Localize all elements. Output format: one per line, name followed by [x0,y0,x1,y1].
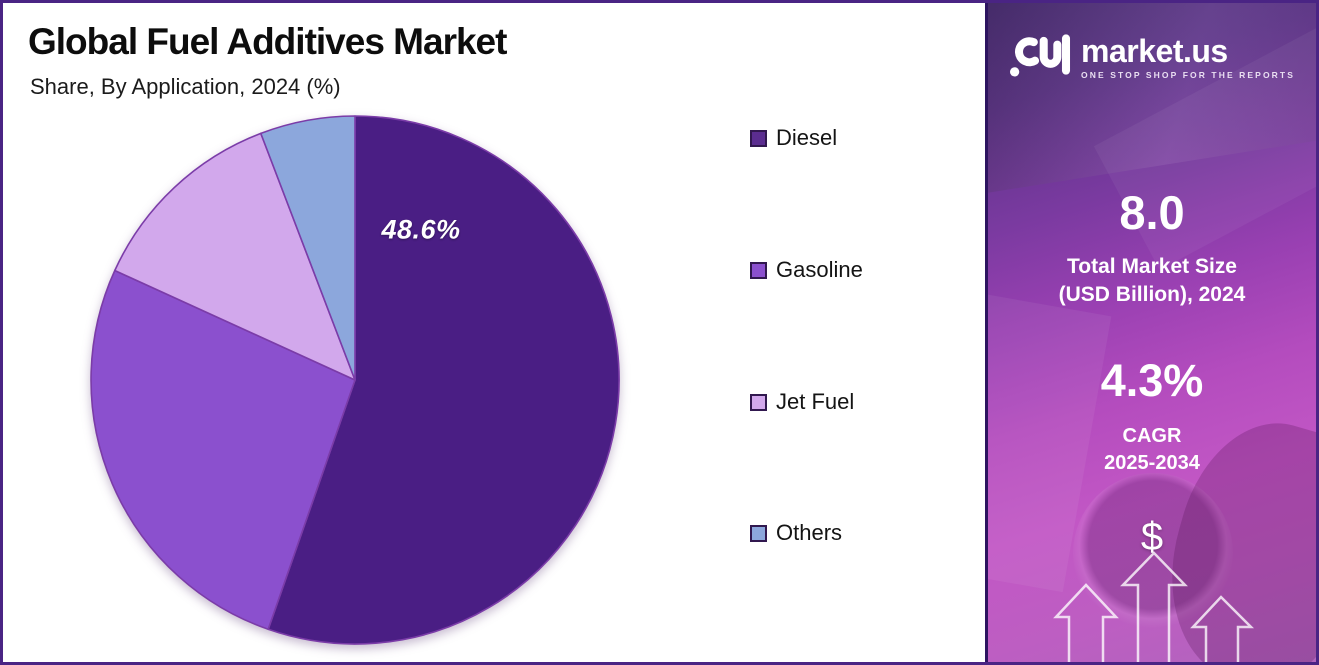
cagr-value: 4.3% [1100,355,1204,406]
pie-data-label: 48.6% [381,214,461,245]
total-market-size-label-line1: Total Market Size [1067,255,1237,278]
legend-item-jet-fuel: Jet Fuel [750,389,855,414]
photo-texture-top [988,3,1316,198]
pie-slice-others [260,115,356,381]
market-us-logo-mark-icon [1010,34,1071,77]
legend-swatch [750,129,767,147]
pie-chart [90,115,620,645]
legend-item-gasoline: Gasoline [750,257,863,282]
market-us-logo-text: market.us [1081,32,1228,69]
pie-slice-gasoline [90,269,356,631]
sidebar: market.us ONE STOP SHOP FOR THE REPORTS … [985,0,1319,665]
chart-panel: Global Fuel Additives Market Share, By A… [3,3,985,662]
legend-label: Gasoline [776,257,863,282]
total-market-size-value: 8.0 [1119,186,1185,239]
chart-title: Global Fuel Additives Market [28,21,507,62]
pie-slice-jet-fuel [114,132,356,381]
cagr-label: CAGR 2025-2034 [988,423,1316,477]
legend: Diesel Gasoline Jet Fuel Others [750,3,980,662]
total-market-size-label: Total Market Size (USD Billion), 2024 [988,253,1316,309]
market-us-logo-tagline: ONE STOP SHOP FOR THE REPORTS [1081,69,1295,80]
cagr-label-line1: CAGR [1122,425,1182,447]
legend-swatch [750,524,767,542]
pie-slice-diesel [267,115,620,645]
total-market-size-label-line2: (USD Billion), 2024 [1058,283,1246,306]
growth-arrows-icon [1053,551,1255,662]
legend-swatch [750,393,767,411]
cagr-label-line2: 2025-2034 [1104,452,1200,474]
legend-item-diesel: Diesel [750,125,838,150]
legend-item-others: Others [750,520,843,545]
market-us-logo: market.us ONE STOP SHOP FOR THE REPORTS [988,31,1316,83]
legend-swatch [750,261,767,279]
legend-label: Others [776,520,843,545]
legend-label: Jet Fuel [776,389,855,414]
legend-label: Diesel [776,125,838,150]
chart-subtitle: Share, By Application, 2024 (%) [30,74,341,99]
dollar-icon: $ [1140,515,1164,559]
